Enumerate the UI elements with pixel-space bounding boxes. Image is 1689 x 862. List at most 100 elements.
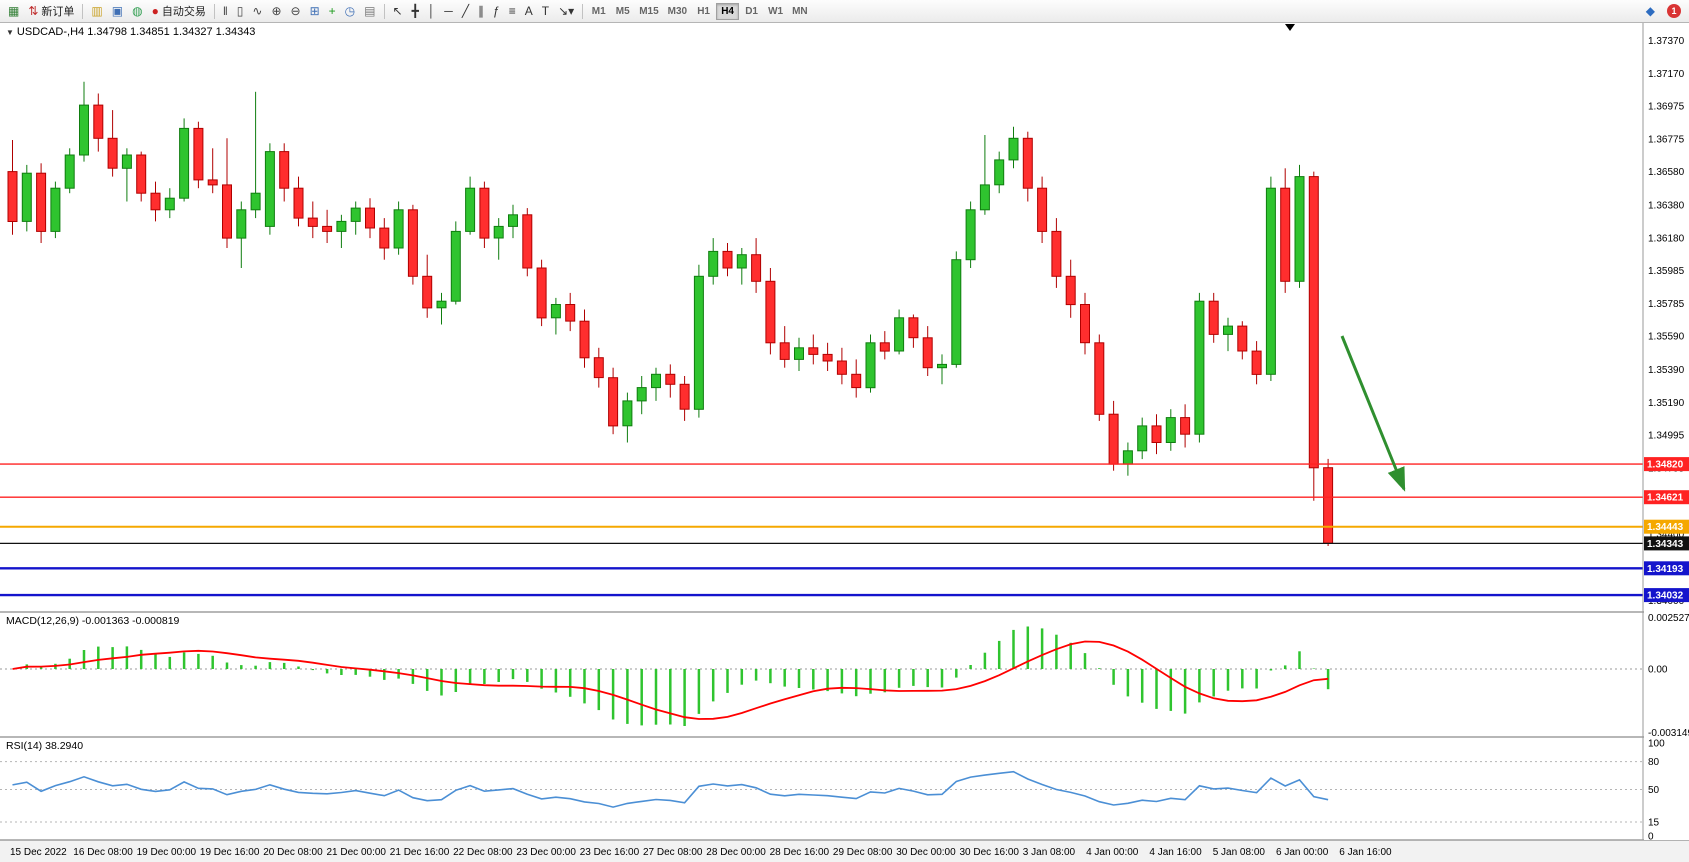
time-tick-label: 6 Jan 00:00 xyxy=(1276,847,1329,858)
trendline-button[interactable]: ╱ xyxy=(458,2,473,21)
timeframe-h1-button[interactable]: H1 xyxy=(692,3,715,20)
chart-shift-marker[interactable] xyxy=(1285,24,1295,31)
candle-body xyxy=(179,127,190,199)
cursor-button[interactable]: ↖ xyxy=(389,2,407,21)
candle-body xyxy=(7,171,18,223)
time-tick-label: 3 Jan 08:00 xyxy=(1023,847,1076,858)
candle-body xyxy=(436,300,447,309)
candle-body xyxy=(1108,413,1119,465)
candle-body xyxy=(279,151,290,189)
candle-body xyxy=(79,104,89,156)
timeframe-mn-button[interactable]: MN xyxy=(788,3,812,20)
candle-body xyxy=(794,347,804,360)
price-tick-label: 1.36975 xyxy=(1648,101,1685,112)
candle-body xyxy=(508,214,518,227)
shapes-button[interactable]: ↘▾ xyxy=(554,2,578,21)
candle-body xyxy=(50,187,61,232)
crosshair-icon: ╋ xyxy=(411,4,419,18)
price-tick-label: 1.36775 xyxy=(1648,135,1685,146)
zoom-in-icon: ⊕ xyxy=(271,4,282,18)
candle-body xyxy=(1223,325,1233,335)
crosshair-button[interactable]: ╋ xyxy=(408,2,423,21)
candle-body xyxy=(693,275,704,410)
timeframe-d1-button[interactable]: D1 xyxy=(740,3,763,20)
symbol-dropdown-icon[interactable]: ▼ xyxy=(6,28,14,37)
line-chart-type-button[interactable]: ∿ xyxy=(248,2,266,21)
macd-value: -0.001363 xyxy=(81,615,130,627)
candle-body xyxy=(379,227,390,249)
rsi-axis-label: 0 xyxy=(1648,832,1654,843)
candle-body xyxy=(765,280,776,344)
candle-body xyxy=(651,373,661,389)
price-tag-label: 1.34032 xyxy=(1647,591,1684,602)
time-tick-label: 30 Dec 00:00 xyxy=(896,847,956,858)
price-tick-label: 1.34400 xyxy=(1648,529,1685,540)
zoom-in-button[interactable]: ⊕ xyxy=(267,2,285,21)
profiles-button[interactable]: ▥ xyxy=(87,2,106,21)
timeframe-m1-button[interactable]: M1 xyxy=(587,3,610,20)
time-tick-label: 19 Dec 00:00 xyxy=(137,847,197,858)
metaquotes-button[interactable]: ◆ xyxy=(1642,2,1659,21)
candle-body xyxy=(865,342,876,389)
candle-body xyxy=(1237,325,1248,352)
period-button[interactable]: ◷ xyxy=(341,2,359,21)
bar-chart-type-icon: ‖ xyxy=(222,4,228,18)
add-indicator-button[interactable]: + xyxy=(325,2,340,21)
down-arrow-annotation[interactable] xyxy=(1340,335,1406,492)
time-tick-label: 29 Dec 08:00 xyxy=(833,847,893,858)
price-tick-label: 1.35190 xyxy=(1648,398,1685,409)
candle-body xyxy=(422,275,433,309)
market-watch-button[interactable]: ◍ xyxy=(128,2,146,21)
tile-windows-button[interactable]: ⊞ xyxy=(306,2,324,21)
timeframe-m5-button[interactable]: M5 xyxy=(611,3,634,20)
grid-button[interactable]: ≡ xyxy=(505,2,520,21)
charts-cascade-icon: ▣ xyxy=(111,4,124,18)
rsi-line xyxy=(12,770,1329,808)
horizontal-line-button[interactable]: ─ xyxy=(440,2,457,21)
price-tick-label: 1.35785 xyxy=(1648,299,1685,310)
templates-button[interactable]: ▤ xyxy=(360,2,379,21)
candle-body xyxy=(836,360,847,375)
channel-button[interactable]: ∥ xyxy=(474,2,488,21)
candle-body xyxy=(493,225,504,239)
bar-chart-type-button[interactable]: ‖ xyxy=(219,2,232,21)
trendline-icon: ╱ xyxy=(461,4,470,18)
candle-body xyxy=(965,209,976,261)
fibonacci-button[interactable]: ƒ xyxy=(489,2,504,21)
timeframe-m15-button[interactable]: M15 xyxy=(635,3,662,20)
text-button[interactable]: A xyxy=(521,2,537,21)
vertical-line-button[interactable]: │ xyxy=(424,2,440,21)
zoom-out-button[interactable]: ⊖ xyxy=(287,2,305,21)
candle-body xyxy=(322,225,333,232)
candle-body xyxy=(1280,187,1291,282)
candlestick-chart-type-button[interactable]: ▯ xyxy=(233,2,248,21)
new-chart-button[interactable]: ▦ xyxy=(4,2,23,21)
charts-cascade-button[interactable]: ▣ xyxy=(108,2,127,21)
candle-body xyxy=(1180,417,1191,435)
candle-body xyxy=(979,184,990,211)
price-tick-label: 1.35590 xyxy=(1648,332,1685,343)
candle-body xyxy=(536,267,547,319)
candle-body xyxy=(1265,187,1276,375)
timeframe-h4-button[interactable]: H4 xyxy=(716,2,740,20)
auto-trading-button[interactable]: ● 自动交易 xyxy=(148,2,210,21)
price-tag xyxy=(1644,561,1689,576)
text-label-button[interactable]: T xyxy=(538,2,553,21)
toolbar-separator xyxy=(383,3,385,19)
candle-body xyxy=(636,387,647,402)
candle-body xyxy=(736,254,747,269)
candle-body xyxy=(1308,176,1319,469)
time-tick-label: 21 Dec 16:00 xyxy=(390,847,450,858)
new-order-button[interactable]: ⇅ 新订单 xyxy=(24,2,78,21)
candle-body xyxy=(579,320,590,359)
timeframe-w1-button[interactable]: W1 xyxy=(764,3,787,20)
time-tick-label: 16 Dec 08:00 xyxy=(73,847,133,858)
candle-body xyxy=(1323,467,1334,544)
time-axis-strip[interactable] xyxy=(0,840,1689,862)
candle-body xyxy=(465,187,476,232)
timeframe-m30-button[interactable]: M30 xyxy=(664,3,691,20)
candle-body xyxy=(1022,137,1033,189)
notifications-button[interactable]: 1 xyxy=(1663,2,1685,21)
price-axis-area[interactable] xyxy=(1644,22,1689,840)
